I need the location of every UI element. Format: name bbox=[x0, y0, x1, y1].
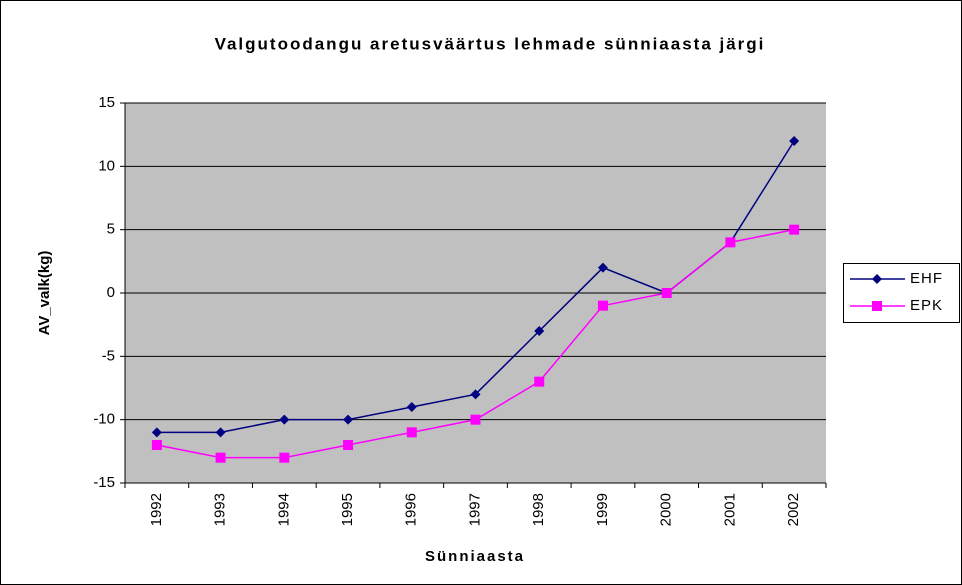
y-tick-label: 5 bbox=[107, 221, 115, 238]
data-point bbox=[279, 452, 290, 463]
data-point bbox=[534, 376, 545, 387]
data-point bbox=[725, 237, 736, 248]
x-tick-label: 2001 bbox=[721, 493, 738, 526]
y-tick-label: 10 bbox=[98, 157, 115, 174]
x-tick-label: 2000 bbox=[658, 493, 675, 526]
y-tick-label: -5 bbox=[102, 347, 115, 364]
data-point bbox=[215, 452, 226, 463]
y-axis-label: AV_valk(kg) bbox=[36, 251, 53, 336]
x-tick-label: 1996 bbox=[403, 493, 420, 526]
x-tick-label: 1994 bbox=[275, 493, 292, 526]
y-tick-label: 0 bbox=[107, 284, 115, 301]
x-tick-label: 1997 bbox=[466, 493, 483, 526]
data-point bbox=[661, 288, 672, 298]
data-point bbox=[789, 224, 800, 235]
data-point bbox=[597, 300, 608, 311]
y-tick-label: 15 bbox=[98, 94, 115, 111]
data-point bbox=[597, 262, 608, 273]
y-tick-label: -15 bbox=[93, 474, 115, 491]
x-axis-label: Sünniaasta bbox=[425, 548, 525, 565]
data-point bbox=[215, 427, 226, 438]
legend-box bbox=[843, 263, 960, 323]
legend-label: EPK bbox=[910, 297, 943, 314]
data-point bbox=[151, 440, 162, 450]
x-tick-label: 1999 bbox=[594, 493, 611, 526]
data-point bbox=[343, 414, 354, 425]
data-point bbox=[406, 427, 417, 438]
data-point bbox=[534, 326, 545, 336]
legend-marker bbox=[872, 301, 882, 311]
x-tick-label: 1998 bbox=[530, 493, 547, 526]
x-tick-label: 1992 bbox=[148, 493, 165, 526]
data-point bbox=[789, 136, 800, 146]
x-tick-label: 2002 bbox=[785, 493, 802, 526]
data-point bbox=[470, 389, 481, 400]
legend-marker bbox=[872, 274, 882, 284]
data-point bbox=[279, 414, 290, 425]
data-point bbox=[406, 402, 417, 412]
data-point bbox=[470, 414, 481, 425]
x-tick-label: 1993 bbox=[212, 493, 229, 526]
data-point bbox=[343, 440, 354, 450]
y-tick-label: -10 bbox=[93, 411, 115, 428]
legend-label: EHF bbox=[910, 270, 943, 287]
data-point bbox=[151, 427, 162, 438]
x-tick-label: 1995 bbox=[339, 493, 356, 526]
chart-title: Valgutoodangu aretusväärtus lehmade sünn… bbox=[215, 34, 766, 53]
